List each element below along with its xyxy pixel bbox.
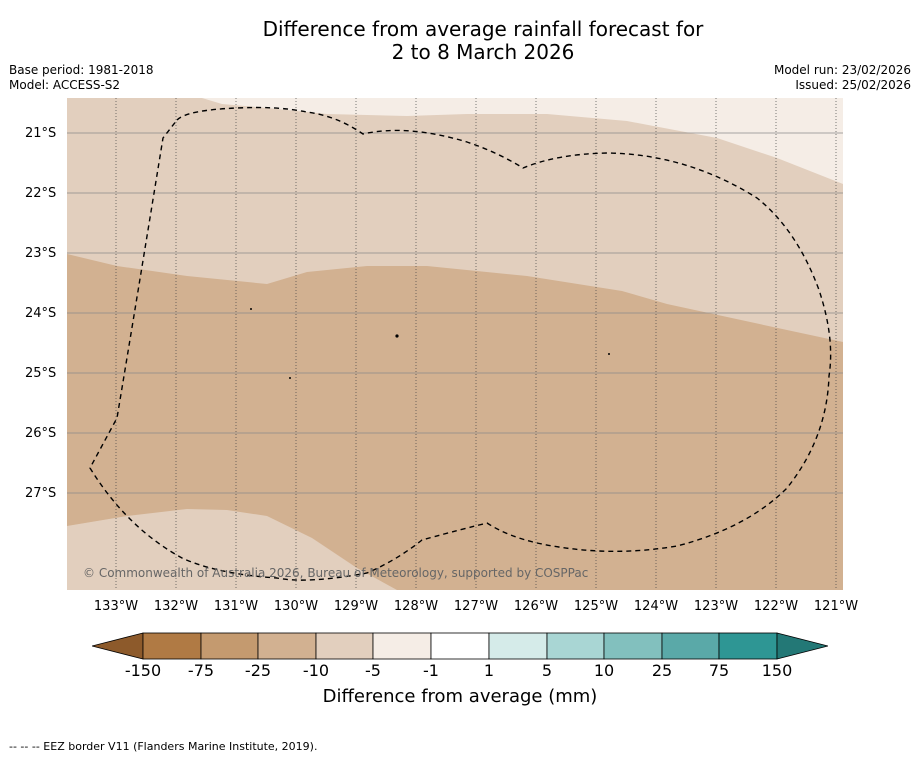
colorbar-swatch: [142, 632, 202, 660]
colorbar-swatch: [776, 632, 828, 660]
colorbar-tick: -75: [187, 661, 215, 680]
colorbar-label: Difference from average (mm): [322, 686, 598, 707]
region-minus-10-to-minus-5: [67, 98, 843, 342]
lat-label: 24°S: [25, 306, 57, 321]
longitude-gridlines: [115, 98, 837, 590]
lon-label: 132°W: [153, 599, 199, 614]
colorbar-tick: 1: [483, 661, 495, 680]
lon-label: 123°W: [693, 599, 739, 614]
title-line-2: 2 to 8 March 2026: [391, 40, 575, 64]
map-canvas: [67, 98, 843, 590]
meta-right: Model run: 23/02/2026 Issued: 25/02/2026: [774, 63, 911, 93]
eez-footnote: -- -- -- EEZ border V11 (Flanders Marine…: [9, 740, 318, 753]
map-panel: © Commonwealth of Australia 2026, Bureau…: [67, 98, 843, 590]
map-title: Difference from average rainfall forecas…: [0, 18, 919, 64]
model-run: Model run: 23/02/2026: [773, 63, 911, 77]
lon-label: 128°W: [393, 599, 439, 614]
colorbar: [92, 632, 828, 660]
lon-label: 122°W: [753, 599, 799, 614]
colorbar-swatch: [546, 632, 605, 660]
colorbar-swatch: [430, 632, 490, 660]
copyright-notice: © Commonwealth of Australia 2026, Bureau…: [83, 566, 589, 580]
lat-label: 27°S: [25, 486, 57, 501]
colorbar-swatch: [372, 632, 432, 660]
lon-label: 125°W: [573, 599, 619, 614]
colorbar-tick: -5: [365, 661, 381, 680]
lon-label: 121°W: [813, 599, 859, 614]
colorbar-tick: 75: [708, 661, 730, 680]
region-minus-10-to-minus-5-south: [67, 509, 397, 590]
colorbar-tick: -10: [302, 661, 330, 680]
region-minus-5-to-minus-1: [202, 98, 843, 184]
colorbar-tick: 10: [593, 661, 615, 680]
lat-label: 26°S: [25, 426, 57, 441]
colorbar-swatch: [488, 632, 548, 660]
base-period: Base period: 1981-2018: [9, 63, 154, 77]
colorbar-tick: -1: [423, 661, 439, 680]
colorbar-tick: 25: [651, 661, 673, 680]
colorbar-tick: 5: [541, 661, 553, 680]
lon-label: 124°W: [633, 599, 679, 614]
eez-border: [89, 106, 832, 581]
lat-label: 21°S: [25, 126, 57, 141]
lat-label: 25°S: [25, 366, 57, 381]
colorbar-swatch: [661, 632, 720, 660]
colorbar-swatch: [603, 632, 663, 660]
lon-label: 126°W: [513, 599, 559, 614]
colorbar-tick: -150: [124, 661, 162, 680]
colorbar-swatch: [92, 632, 144, 660]
meta-left: Base period: 1981-2018 Model: ACCESS-S2: [9, 63, 154, 93]
title-line-1: Difference from average rainfall forecas…: [262, 17, 704, 41]
lon-label: 130°W: [273, 599, 319, 614]
colorbar-swatch: [315, 632, 374, 660]
colorbar-swatch: [257, 632, 317, 660]
island-dots: [250, 308, 610, 379]
lon-label: 133°W: [93, 599, 139, 614]
lon-label: 129°W: [333, 599, 379, 614]
lat-label: 22°S: [25, 186, 57, 201]
colorbar-tick: -25: [244, 661, 272, 680]
issued-date: Issued: 25/02/2026: [795, 78, 911, 92]
colorbar-tick: 150: [761, 661, 793, 680]
latitude-gridlines: [67, 132, 843, 494]
colorbar-swatch: [200, 632, 259, 660]
lat-label: 23°S: [25, 246, 57, 261]
lon-label: 127°W: [453, 599, 499, 614]
colorbar-swatch: [718, 632, 778, 660]
lon-label: 131°W: [213, 599, 259, 614]
model-name: Model: ACCESS-S2: [9, 78, 121, 92]
